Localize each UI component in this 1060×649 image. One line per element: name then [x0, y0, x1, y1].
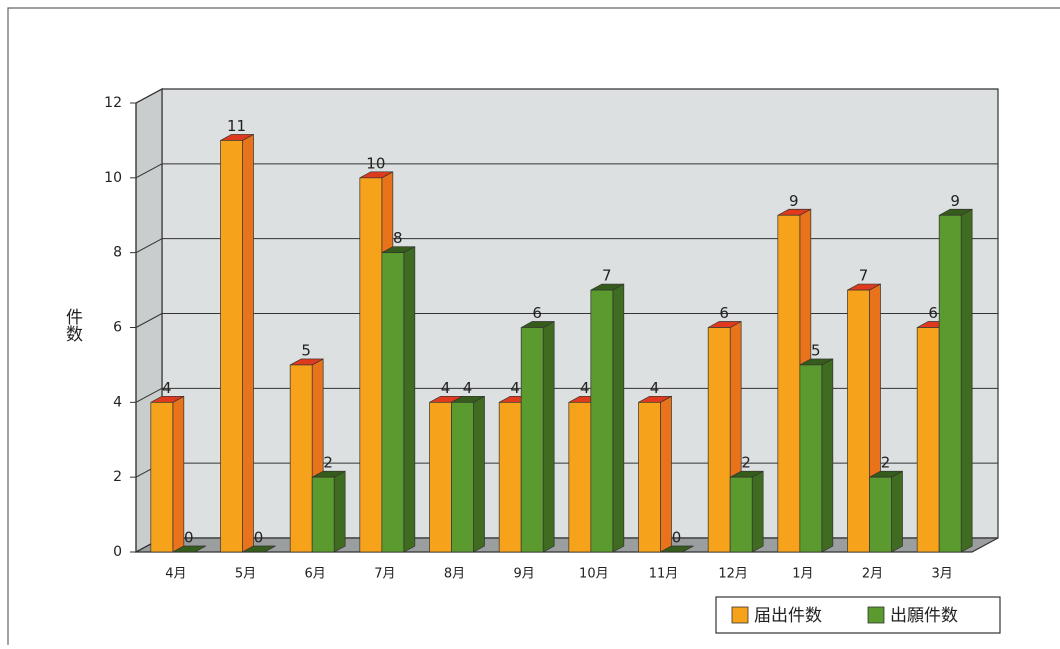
value-label: 5 — [811, 341, 821, 359]
x-tick-label: 5月 — [235, 567, 256, 582]
value-label: 4 — [580, 379, 590, 397]
bar — [568, 401, 592, 553]
value-label: 9 — [950, 192, 960, 210]
value-label: 4 — [463, 379, 473, 397]
value-label: 5 — [301, 341, 311, 359]
bar — [799, 364, 823, 553]
value-label: 8 — [393, 229, 403, 247]
bar — [451, 401, 474, 553]
bar — [498, 401, 522, 553]
x-tick-label: 11月 — [649, 567, 679, 582]
bar-side — [821, 358, 834, 553]
bar — [381, 252, 405, 553]
bar-side — [473, 395, 485, 553]
bar — [777, 214, 801, 553]
x-tick-label: 2月 — [862, 567, 883, 582]
grid-line — [135, 88, 163, 104]
y-tick-label: 6 — [113, 320, 122, 336]
bar — [311, 476, 335, 553]
bar-side — [751, 470, 764, 553]
legend-label: 出願件数 — [890, 606, 958, 626]
value-label: 6 — [928, 304, 938, 322]
legend-swatch — [867, 606, 885, 624]
value-label: 4 — [650, 379, 660, 397]
x-tick-label: 4月 — [165, 567, 186, 582]
value-label: 2 — [881, 454, 891, 472]
bar-side — [542, 320, 555, 553]
y-tick-label: 10 — [104, 170, 122, 186]
bar — [638, 401, 661, 553]
x-tick-label: 3月 — [932, 567, 953, 582]
value-label: 2 — [741, 454, 751, 472]
bar-side — [960, 208, 973, 553]
bar — [916, 327, 940, 553]
y-tick-label: 2 — [113, 469, 122, 485]
y-tick-label: 4 — [113, 394, 122, 410]
x-tick-label: 8月 — [444, 567, 465, 582]
bar — [590, 289, 614, 553]
x-tick-label: 6月 — [305, 567, 326, 582]
bar-side — [333, 470, 346, 553]
value-label: 2 — [323, 454, 333, 472]
bar-side — [403, 246, 416, 553]
value-label: 0 — [672, 529, 682, 547]
bar-top — [172, 545, 207, 553]
bar-side — [612, 283, 625, 553]
value-label: 7 — [602, 267, 612, 285]
value-label: 0 — [254, 529, 264, 547]
value-label: 0 — [184, 529, 194, 547]
bar-side — [172, 395, 185, 553]
legend-label: 届出件数 — [754, 606, 822, 626]
x-tick-label: 7月 — [374, 567, 395, 582]
bar-side — [660, 395, 672, 553]
grid-line — [135, 387, 163, 403]
value-label: 4 — [510, 379, 520, 397]
bar — [938, 214, 962, 553]
bar-top — [660, 545, 694, 553]
grid-line — [135, 163, 163, 179]
page-frame — [7, 7, 1060, 645]
value-label: 4 — [162, 379, 172, 397]
value-label: 6 — [719, 304, 729, 322]
value-label: 9 — [789, 192, 799, 210]
x-tick-label: 9月 — [514, 567, 535, 582]
value-label: 10 — [366, 154, 385, 172]
value-label: 4 — [441, 379, 451, 397]
bar-side — [891, 470, 903, 553]
bar — [520, 327, 544, 553]
y-tick-label: 8 — [113, 245, 122, 261]
grid-line — [135, 313, 163, 328]
bar — [429, 401, 452, 553]
value-label: 6 — [532, 304, 542, 322]
bar — [869, 476, 892, 553]
legend-swatch — [731, 606, 749, 624]
bar — [729, 476, 753, 553]
bar — [150, 401, 174, 553]
y-tick-label: 0 — [113, 544, 122, 560]
y-axis-label: 件数 — [62, 308, 83, 342]
bar — [707, 327, 731, 553]
bar — [220, 140, 243, 553]
value-label: 7 — [859, 267, 869, 285]
value-label: 11 — [227, 117, 246, 135]
bar-side — [242, 133, 254, 553]
bar — [359, 177, 383, 553]
bar — [289, 364, 313, 553]
y-tick-label: 12 — [104, 95, 122, 111]
x-tick-label: 1月 — [792, 567, 813, 582]
legend-box — [715, 596, 1001, 634]
x-tick-label: 10月 — [579, 567, 609, 582]
bar — [847, 289, 870, 553]
bar-top — [242, 545, 276, 553]
x-tick-label: 12月 — [718, 567, 748, 582]
grid-line — [135, 238, 163, 254]
